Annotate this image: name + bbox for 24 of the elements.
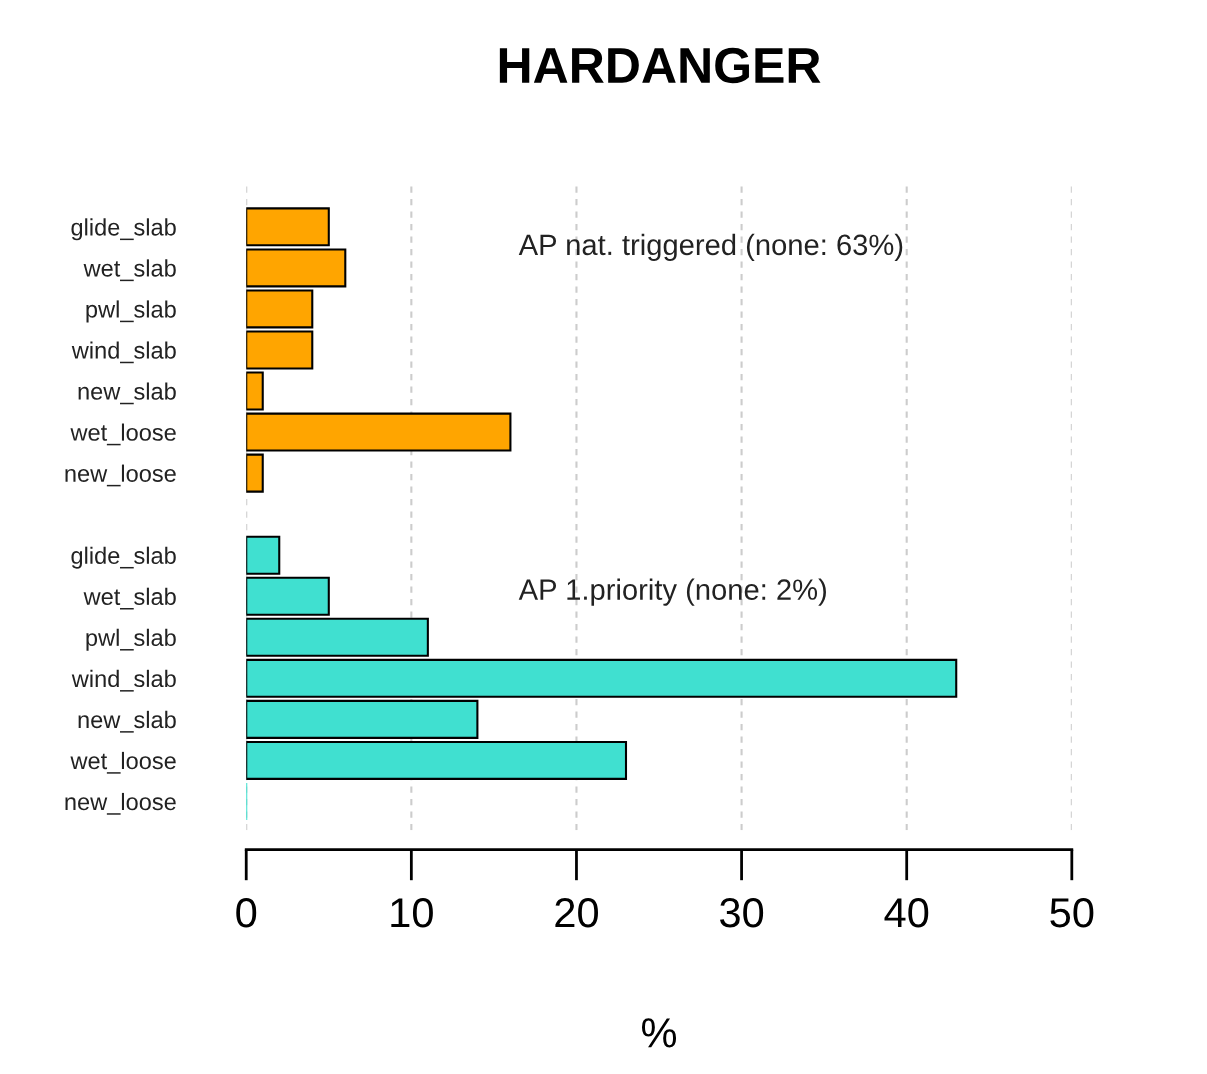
y-tick-label: new_slab	[78, 382, 176, 405]
annotation: AP 1.priority (none: 2%)	[518, 578, 826, 606]
x-axis-title: %	[641, 1018, 677, 1048]
y-tick-label: new_loose	[65, 464, 176, 487]
x-tick-label: 10	[391, 897, 433, 928]
y-tick-label: wet_loose	[70, 751, 176, 774]
y-tick-label: wind_slab	[71, 341, 176, 364]
y-tick-label: new_loose	[65, 792, 176, 815]
chart-title: HARDANGER	[499, 47, 821, 84]
x-tick-label: 40	[884, 897, 929, 928]
y-tick-label: new_slab	[78, 710, 176, 733]
y-tick-label: glide_slab	[71, 546, 176, 569]
x-tick-label: 20	[555, 897, 599, 928]
y-tick-label: wet_slab	[83, 259, 176, 282]
y-tick-label: wet_loose	[70, 423, 176, 446]
x-tick-label: 30	[720, 897, 764, 928]
y-tick-label: pwl_slab	[86, 628, 176, 651]
y-tick-label: glide_slab	[71, 218, 176, 241]
x-tick-label: 50	[1050, 897, 1094, 928]
x-tick-label: 0	[236, 897, 257, 928]
annotation: AP nat. triggered (none: 63%)	[518, 233, 903, 261]
y-tick-label: pwl_slab	[86, 300, 176, 323]
y-tick-label: wet_slab	[83, 587, 176, 610]
y-tick-label: wind_slab	[71, 669, 176, 692]
